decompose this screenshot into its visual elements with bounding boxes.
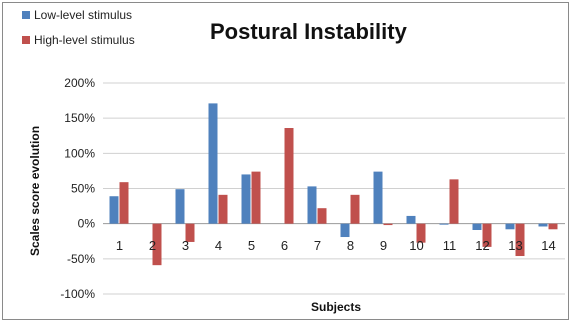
x-category-label: 4 [215,238,222,253]
low-level-bar-subject-1 [109,196,119,224]
legend-label-high: High-level stimulus [34,33,135,47]
y-tick-label: 0% [78,217,96,231]
high-level-bar-subject-12 [482,223,492,247]
low-level-bar-subject-13 [505,223,515,230]
high-level-bar-subject-4 [218,194,228,224]
low-level-bar-subject-14 [538,223,548,227]
x-category-label: 2 [149,238,156,253]
x-category-label: 6 [281,238,288,253]
y-tick-label: 50% [71,182,95,196]
x-category-label: 8 [347,238,354,253]
low-level-bar-subject-4 [208,103,218,224]
x-category-label: 13 [508,238,522,253]
x-category-label: 12 [475,238,489,253]
y-tick-label: -100% [60,287,95,301]
low-level-bar-subject-3 [175,189,185,224]
x-axis-title: Subjects [311,300,361,314]
y-axis-title: Scales score evolution [28,126,42,256]
high-level-bar-subject-5 [251,171,261,224]
x-category-label: 1 [116,238,123,253]
legend-swatch-high [22,36,30,44]
low-level-bar-subject-11 [439,223,449,225]
y-tick-label: 150% [64,111,95,125]
high-level-bar-subject-9 [383,223,393,226]
gridlines [103,82,565,295]
low-level-bar-subject-10 [406,215,416,224]
x-category-label: 10 [409,238,423,253]
high-level-bar-subject-7 [317,208,327,224]
high-level-bar-subject-2 [152,223,162,266]
legend: Low-level stimulus High-level stimulus [22,8,135,47]
high-level-bar-subject-10 [416,223,426,243]
high-level-bar-subject-3 [185,223,195,242]
chart-frame: Low-level stimulus High-level stimulus P… [2,2,569,320]
x-category-label: 3 [182,238,189,253]
legend-swatch-low [22,11,30,19]
high-level-bar-subject-13 [515,223,525,257]
low-level-bar-subject-9 [373,171,383,224]
x-category-label: 7 [314,238,321,253]
x-category-label: 5 [248,238,255,253]
low-level-bar-subject-5 [241,174,251,224]
high-level-bar-subject-1 [119,182,129,224]
x-category-label: 14 [541,238,555,253]
x-category-label: 11 [443,238,457,253]
low-level-bar-subject-8 [340,223,350,238]
y-tick-labels: 200% 150% 100% 50% 0% -50% -100% [60,76,95,301]
high-level-bar-subject-8 [350,194,360,224]
high-level-bar-subject-11 [449,179,459,224]
bar-chart: Low-level stimulus High-level stimulus P… [22,8,565,314]
high-level-bar-subject-6 [284,128,294,224]
x-category-label: 9 [380,238,387,253]
y-tick-label: 200% [64,76,95,90]
x-category-labels: 1 2 3 4 5 6 7 8 9 10 11 12 13 14 [116,238,556,253]
y-tick-label: -50% [67,252,95,266]
y-tick-label: 100% [64,146,95,160]
high-level-bar-subject-14 [548,223,558,230]
chart-title: Postural Instability [210,19,408,44]
low-level-bar-subject-12 [472,223,482,230]
legend-label-low: Low-level stimulus [34,8,132,22]
bars [109,103,558,266]
low-level-bar-subject-7 [307,186,317,224]
